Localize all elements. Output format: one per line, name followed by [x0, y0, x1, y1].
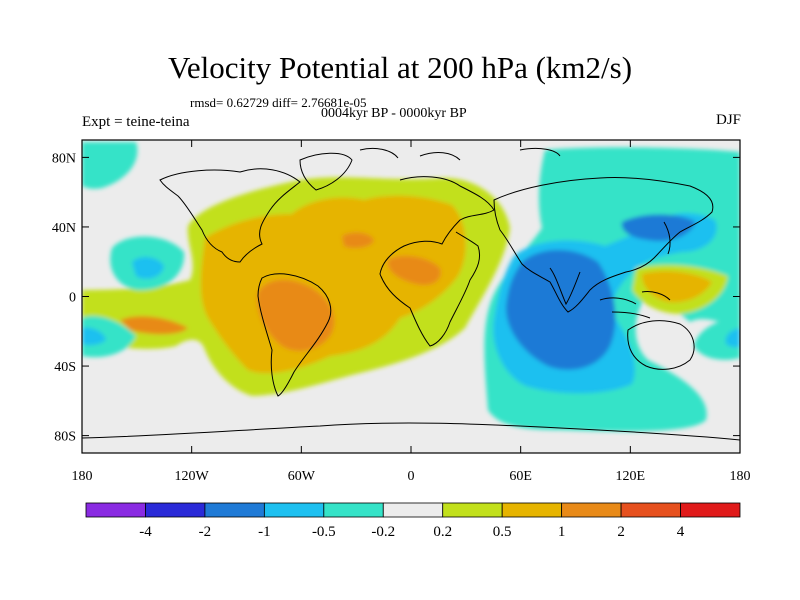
negative-cell-northpacific-core — [132, 257, 164, 279]
longitude-axis: 180 120W 60W 0 60E 120E 180 — [72, 140, 751, 484]
rmsd-diff-stats: rmsd= 0.62729 diff= 2.76681e-05 — [190, 95, 367, 110]
colorbar-swatch — [204, 502, 265, 518]
colorbar-label: -2 — [199, 524, 212, 540]
coastlines — [82, 147, 740, 441]
colorbar-swatch — [382, 502, 444, 518]
colorbar-swatch — [620, 502, 681, 518]
colorbar-label: -0.2 — [371, 524, 395, 540]
colorbar-label: 2 — [617, 524, 625, 540]
velocity-potential-field — [82, 140, 740, 453]
coast-india — [549, 267, 581, 306]
coast-europe-africa — [379, 176, 495, 347]
positive-region-pacific-medium — [642, 271, 712, 303]
lon-tick-label: 180 — [72, 469, 93, 484]
lat-tick-label: 40S — [54, 360, 76, 375]
colorbar-swatch — [85, 502, 146, 518]
positive-region-strong-atlantic — [342, 232, 374, 248]
colorbar-label: -0.5 — [312, 524, 336, 540]
colorbar-swatch — [263, 502, 325, 518]
lat-tick-label: 80N — [52, 151, 76, 166]
negative-region-strong — [505, 250, 616, 370]
colorbar: -4 -2 -1 -0.5 -0.2 0.2 0.5 1 2 4 — [85, 502, 741, 540]
colorbar-label: 0.2 — [433, 524, 452, 540]
negative-cell-southeast — [694, 318, 740, 360]
negative-cell-south-west-core — [82, 327, 106, 346]
colorbar-swatch — [561, 502, 622, 518]
coast-arctic-islands — [359, 147, 561, 161]
lon-tick-label: 60E — [509, 469, 532, 484]
lat-tick-label: 0 — [69, 291, 76, 306]
map-title: Velocity Potential at 200 hPa (km2/s) — [167, 50, 633, 85]
coast-antarctica — [82, 422, 740, 441]
colorbar-label: 0.5 — [493, 524, 512, 540]
latitude-axis: 80N 40N 0 40S 80S — [52, 151, 740, 445]
lat-tick-label: 80S — [54, 430, 76, 445]
period-label: 0004kyr BP - 0000kyr BP — [321, 106, 467, 121]
lat-tick-label: 40N — [52, 221, 76, 236]
positive-region-strong-africa — [387, 255, 441, 286]
positive-region-strong-southamerica — [257, 279, 335, 351]
negative-cell-south-west — [82, 316, 136, 358]
colorbar-swatch — [323, 502, 384, 518]
colorbar-label: 4 — [677, 524, 685, 540]
coast-south-america — [257, 273, 332, 397]
coast-australia — [627, 320, 695, 370]
negative-cell-arctic-west — [82, 142, 138, 189]
coast-maritime-continent — [599, 291, 671, 319]
negative-cell-southeast-core — [725, 328, 740, 348]
colorbar-swatch — [442, 502, 503, 518]
coast-greenland — [299, 152, 353, 191]
lon-tick-label: 120E — [616, 469, 646, 484]
colorbar-swatch — [145, 502, 206, 518]
colorbar-swatch — [501, 502, 563, 518]
lon-tick-label: 60W — [288, 469, 316, 484]
colorbar-swatch — [680, 502, 741, 518]
colorbar-label: 1 — [558, 524, 566, 540]
coast-asia — [493, 176, 714, 313]
colorbar-label: -1 — [258, 524, 271, 540]
experiment-label: Expt = teine-teina — [82, 114, 190, 130]
lon-tick-label: 180 — [730, 469, 751, 484]
lon-tick-label: 120W — [175, 469, 210, 484]
lon-tick-label: 0 — [408, 469, 415, 484]
positive-region-westpacific — [120, 316, 188, 335]
coast-north-america — [159, 168, 301, 263]
colorbar-label: -4 — [139, 524, 152, 540]
coast-japan — [663, 221, 671, 255]
season-label: DJF — [715, 112, 741, 128]
